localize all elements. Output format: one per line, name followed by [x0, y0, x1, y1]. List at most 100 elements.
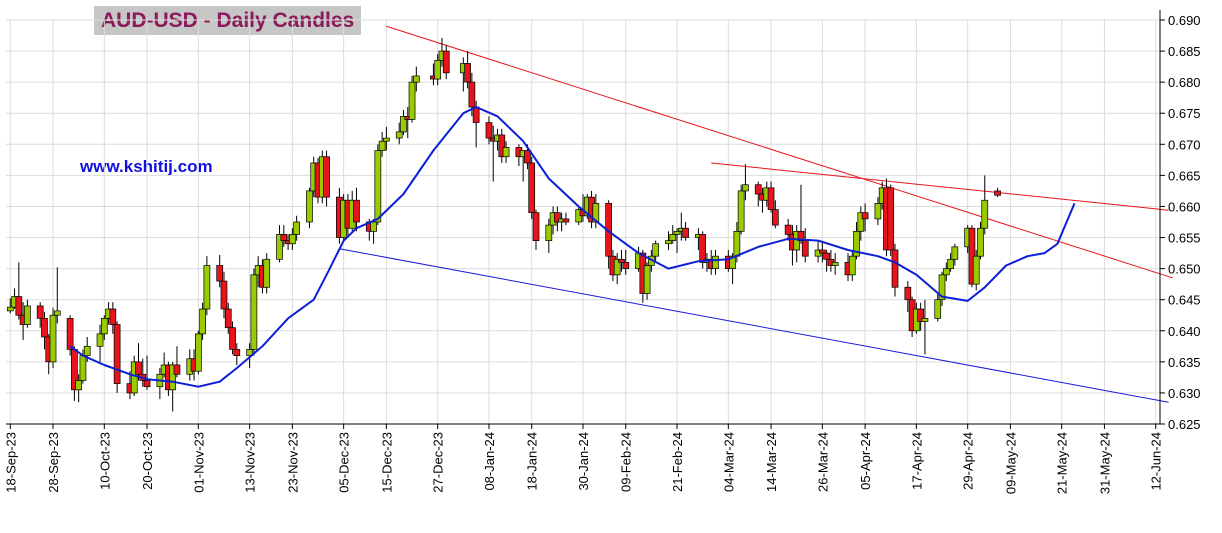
candle-body-down	[554, 212, 561, 223]
x-tick-label: 28-Sep-23	[46, 432, 61, 493]
candle-body-up	[673, 230, 681, 235]
candle	[934, 293, 942, 322]
candle-body-up	[831, 262, 839, 266]
candle-body-down	[464, 63, 471, 83]
candle-body-up	[199, 308, 206, 335]
candle	[442, 44, 450, 80]
candle-body-down	[15, 296, 23, 316]
candle	[53, 267, 61, 324]
y-tick-label: 0.670	[1168, 137, 1201, 152]
candle	[797, 184, 805, 244]
candle-body-up	[665, 240, 672, 245]
x-tick-label: 30-Jan-24	[576, 432, 591, 491]
candle-body-down	[682, 227, 689, 238]
candle	[502, 141, 510, 163]
candle	[994, 187, 1001, 198]
candle-body-down	[699, 234, 707, 263]
candle-body-up	[96, 333, 104, 347]
x-tick-label: 23-Nov-23	[285, 432, 300, 493]
x-tick-label: 21-Feb-24	[670, 432, 685, 492]
candle	[370, 218, 377, 244]
y-tick-label: 0.665	[1168, 168, 1201, 183]
candle-body-up	[374, 150, 382, 223]
candle	[682, 222, 689, 241]
candle	[891, 243, 899, 297]
candle	[408, 75, 416, 123]
candle	[224, 302, 232, 334]
candle-body-up	[250, 274, 258, 350]
y-tick-label: 0.675	[1168, 106, 1201, 121]
y-tick-label: 0.655	[1168, 231, 1201, 246]
candle-body-down	[229, 327, 236, 350]
candle-body-up	[981, 199, 989, 229]
candle	[143, 355, 151, 390]
candle	[977, 222, 984, 260]
candle-body-up	[263, 258, 271, 288]
candle	[754, 181, 762, 207]
x-tick-label: 15-Dec-23	[379, 432, 394, 493]
candle-body-up	[502, 147, 510, 158]
candle	[353, 187, 360, 232]
x-tick-label: 14-Mar-24	[764, 432, 779, 492]
candle-body-down	[891, 249, 899, 288]
candle-body-up	[246, 349, 253, 356]
candle	[199, 302, 206, 341]
candle-body-down	[323, 156, 330, 198]
candle	[203, 256, 211, 316]
candle	[135, 343, 142, 381]
candle-body-up	[83, 345, 91, 356]
candle	[169, 361, 177, 412]
candle-body-down	[220, 280, 228, 310]
moving-average-line	[69, 106, 1076, 388]
candle	[643, 262, 651, 300]
candle-body-up	[545, 224, 553, 241]
candle-body-up	[951, 246, 959, 260]
candle-body-up	[289, 234, 296, 245]
candle	[374, 144, 382, 226]
x-tick-label: 05-Apr-24	[858, 432, 873, 490]
candle-body-down	[861, 212, 869, 220]
x-tick-label: 13-Nov-23	[243, 432, 258, 493]
candle-body-down	[618, 258, 625, 263]
candle	[24, 299, 31, 328]
candle-body-down	[524, 150, 531, 164]
candle-body-down	[528, 162, 536, 214]
x-tick-label: 27-Dec-23	[431, 432, 446, 493]
x-tick-label: 31-May-24	[1097, 432, 1112, 494]
y-tick-label: 0.630	[1168, 386, 1201, 401]
candle	[109, 302, 117, 334]
y-tick-label: 0.635	[1168, 355, 1201, 370]
candle	[246, 343, 253, 369]
candle	[742, 164, 749, 201]
candle-body-up	[934, 299, 942, 319]
candle	[831, 253, 839, 275]
candle-body-up	[848, 255, 856, 276]
candle	[194, 330, 202, 375]
lower-support-trendline	[339, 248, 1169, 403]
candle	[383, 126, 390, 151]
candle	[972, 249, 980, 291]
candle	[665, 231, 672, 250]
candle	[784, 218, 792, 241]
candle	[767, 181, 775, 213]
candle-body-up	[972, 255, 980, 285]
candle	[622, 249, 630, 275]
moving-average	[69, 106, 1076, 388]
candle-body-up	[434, 60, 442, 80]
candle-body-down	[622, 262, 630, 269]
x-tick-label: 17-Apr-24	[909, 432, 924, 490]
candle-body-up	[276, 234, 283, 260]
upper-falling-trendline	[386, 25, 1173, 279]
candle-body-up	[921, 317, 929, 322]
candle	[498, 128, 506, 163]
candle-body-up	[669, 234, 677, 241]
candle-body-down	[472, 106, 480, 123]
candle	[485, 116, 493, 145]
candle	[528, 156, 536, 219]
candle-body-up	[378, 140, 386, 151]
trendlines	[339, 25, 1173, 403]
candle-body-down	[224, 308, 232, 329]
candle-body-up	[169, 364, 177, 391]
candle-body-up	[383, 137, 390, 142]
